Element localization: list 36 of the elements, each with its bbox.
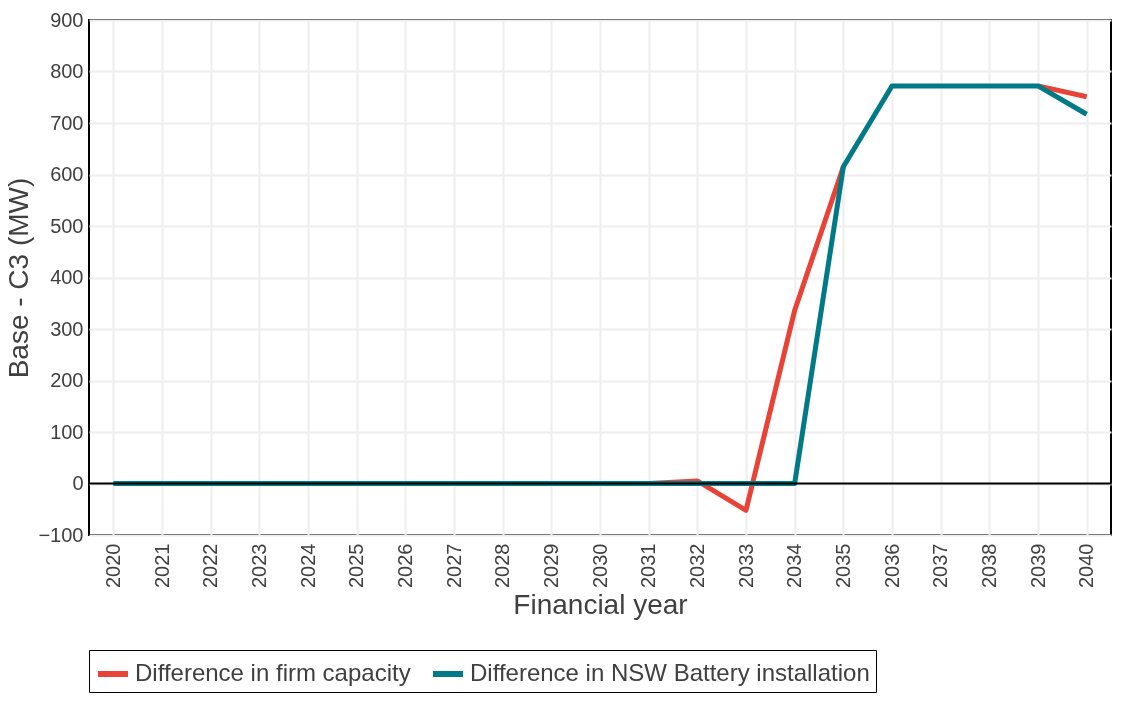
y-tick-label: 0 bbox=[72, 472, 84, 494]
x-tick-label: 2027 bbox=[442, 543, 465, 588]
x-tick-label: 2026 bbox=[393, 543, 416, 588]
y-tick-label: 400 bbox=[50, 266, 84, 288]
y-axis-title: Base - C3 (MW) bbox=[3, 177, 35, 379]
x-tick-label: 2028 bbox=[491, 543, 514, 588]
y-tick-label: −100 bbox=[38, 523, 84, 546]
x-tick-label: 2020 bbox=[101, 543, 124, 588]
x-tick-label: 2038 bbox=[977, 543, 1000, 588]
y-tick-label: 800 bbox=[50, 60, 84, 82]
x-tick-label: 2039 bbox=[1026, 543, 1049, 588]
x-tick-label: 2040 bbox=[1075, 543, 1098, 588]
x-tick-label: 2025 bbox=[345, 543, 368, 588]
y-tick-label: 900 bbox=[50, 8, 84, 31]
x-tick-label: 2034 bbox=[783, 543, 806, 588]
y-tick-label: 200 bbox=[50, 369, 84, 391]
x-tick-label: 2029 bbox=[539, 543, 562, 588]
y-tick-label: 100 bbox=[50, 420, 84, 443]
legend-label: Difference in firm capacity bbox=[135, 659, 411, 686]
y-tick-label: 600 bbox=[50, 163, 84, 185]
x-tick-label: 2032 bbox=[685, 543, 708, 588]
x-tick-label: 2035 bbox=[831, 543, 854, 588]
x-tick-label: 2030 bbox=[588, 543, 611, 588]
x-tick-label: 2033 bbox=[734, 543, 757, 588]
y-tick-label: 700 bbox=[50, 111, 84, 134]
x-tick-label: 2024 bbox=[296, 543, 319, 588]
y-tick-label: 300 bbox=[50, 317, 84, 340]
x-tick-label: 2036 bbox=[880, 543, 903, 588]
x-tick-label: 2031 bbox=[637, 543, 660, 588]
x-tick-label: 2022 bbox=[199, 543, 222, 588]
x-tick-label: 2037 bbox=[929, 543, 952, 588]
x-tick-label: 2021 bbox=[150, 543, 173, 588]
y-tick-label: 500 bbox=[50, 214, 84, 237]
legend-label: Difference in NSW Battery installation bbox=[470, 659, 870, 686]
x-tick-label: 2023 bbox=[247, 543, 270, 588]
x-axis-title: Financial year bbox=[513, 588, 688, 620]
